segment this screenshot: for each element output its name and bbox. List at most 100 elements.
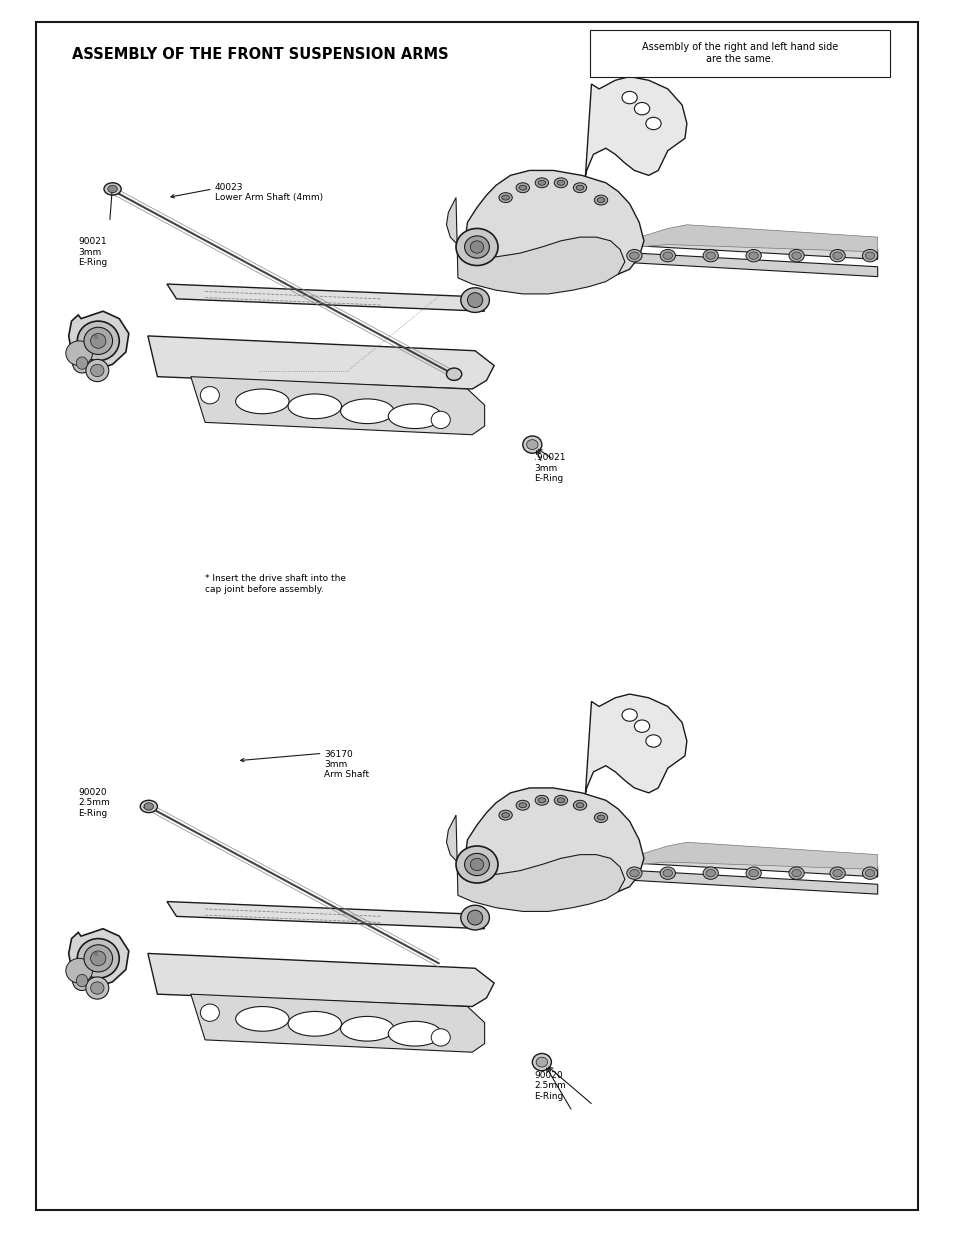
Ellipse shape	[662, 252, 672, 259]
Ellipse shape	[388, 404, 441, 429]
Ellipse shape	[526, 440, 537, 450]
Ellipse shape	[705, 252, 715, 259]
Ellipse shape	[340, 1016, 394, 1041]
Text: 40023
Lower Arm Shaft (4mm): 40023 Lower Arm Shaft (4mm)	[214, 183, 322, 203]
Ellipse shape	[464, 236, 489, 258]
Ellipse shape	[498, 810, 512, 820]
Ellipse shape	[498, 193, 512, 203]
Ellipse shape	[594, 813, 607, 823]
Ellipse shape	[862, 867, 877, 879]
Ellipse shape	[576, 185, 583, 190]
Ellipse shape	[788, 867, 803, 879]
Ellipse shape	[705, 869, 715, 877]
Text: 36170
3mm
Arm Shaft: 36170 3mm Arm Shaft	[324, 750, 369, 779]
Text: 90021
3mm
E-Ring: 90021 3mm E-Ring	[78, 237, 108, 267]
Ellipse shape	[629, 252, 639, 259]
Ellipse shape	[91, 951, 106, 966]
Ellipse shape	[235, 1007, 289, 1031]
Ellipse shape	[862, 249, 877, 262]
Ellipse shape	[832, 869, 841, 877]
Ellipse shape	[745, 867, 760, 879]
Ellipse shape	[702, 249, 718, 262]
Ellipse shape	[554, 795, 567, 805]
Ellipse shape	[200, 387, 219, 404]
Ellipse shape	[91, 364, 104, 377]
Ellipse shape	[864, 869, 874, 877]
Ellipse shape	[662, 869, 672, 877]
Polygon shape	[581, 77, 686, 200]
Ellipse shape	[788, 249, 803, 262]
Ellipse shape	[501, 195, 509, 200]
Ellipse shape	[594, 195, 607, 205]
Polygon shape	[615, 842, 877, 869]
Polygon shape	[615, 225, 877, 252]
Polygon shape	[69, 311, 129, 370]
Ellipse shape	[76, 357, 88, 369]
Ellipse shape	[84, 945, 112, 972]
Ellipse shape	[829, 249, 844, 262]
Ellipse shape	[72, 353, 91, 373]
Ellipse shape	[522, 436, 541, 453]
Ellipse shape	[388, 1021, 441, 1046]
Ellipse shape	[626, 249, 641, 262]
Ellipse shape	[288, 394, 341, 419]
Ellipse shape	[532, 1053, 551, 1071]
Text: 90020
2.5mm
E-Ring: 90020 2.5mm E-Ring	[78, 788, 110, 818]
Polygon shape	[465, 788, 643, 895]
Ellipse shape	[659, 249, 675, 262]
Ellipse shape	[516, 183, 529, 193]
Ellipse shape	[576, 803, 583, 808]
Ellipse shape	[702, 867, 718, 879]
Ellipse shape	[501, 813, 509, 818]
Ellipse shape	[629, 869, 639, 877]
Ellipse shape	[86, 359, 109, 382]
Ellipse shape	[446, 368, 461, 380]
Polygon shape	[615, 235, 877, 259]
Ellipse shape	[536, 1057, 547, 1067]
Ellipse shape	[456, 846, 497, 883]
Ellipse shape	[597, 815, 604, 820]
Ellipse shape	[557, 798, 564, 803]
Ellipse shape	[516, 800, 529, 810]
Ellipse shape	[573, 183, 586, 193]
Polygon shape	[69, 929, 129, 988]
Ellipse shape	[557, 180, 564, 185]
Ellipse shape	[537, 798, 545, 803]
Ellipse shape	[340, 399, 394, 424]
Ellipse shape	[456, 228, 497, 266]
Ellipse shape	[537, 180, 545, 185]
Polygon shape	[615, 852, 877, 877]
Ellipse shape	[77, 939, 119, 978]
Ellipse shape	[86, 977, 109, 999]
Polygon shape	[615, 869, 877, 894]
Ellipse shape	[235, 389, 289, 414]
Ellipse shape	[460, 905, 489, 930]
Ellipse shape	[832, 252, 841, 259]
Ellipse shape	[140, 800, 157, 813]
Ellipse shape	[518, 803, 526, 808]
Ellipse shape	[431, 411, 450, 429]
Ellipse shape	[76, 974, 88, 987]
Ellipse shape	[645, 117, 660, 130]
Text: ASSEMBLY OF THE FRONT SUSPENSION ARMS: ASSEMBLY OF THE FRONT SUSPENSION ARMS	[71, 47, 448, 62]
Ellipse shape	[535, 178, 548, 188]
Ellipse shape	[464, 853, 489, 876]
Ellipse shape	[748, 252, 758, 259]
Ellipse shape	[200, 1004, 219, 1021]
Text: R: R	[93, 952, 97, 957]
Polygon shape	[148, 336, 494, 389]
Text: 90020
2.5mm
E-Ring: 90020 2.5mm E-Ring	[534, 1071, 565, 1100]
Ellipse shape	[634, 720, 649, 732]
Ellipse shape	[470, 858, 483, 871]
Ellipse shape	[104, 183, 121, 195]
Polygon shape	[167, 284, 484, 311]
Ellipse shape	[829, 867, 844, 879]
FancyBboxPatch shape	[36, 22, 917, 1210]
Text: Assembly of the right and left hand side
are the same.: Assembly of the right and left hand side…	[641, 42, 837, 64]
Ellipse shape	[460, 288, 489, 312]
Ellipse shape	[791, 252, 801, 259]
Ellipse shape	[66, 341, 92, 366]
Ellipse shape	[144, 803, 153, 810]
Ellipse shape	[554, 178, 567, 188]
Ellipse shape	[621, 91, 637, 104]
